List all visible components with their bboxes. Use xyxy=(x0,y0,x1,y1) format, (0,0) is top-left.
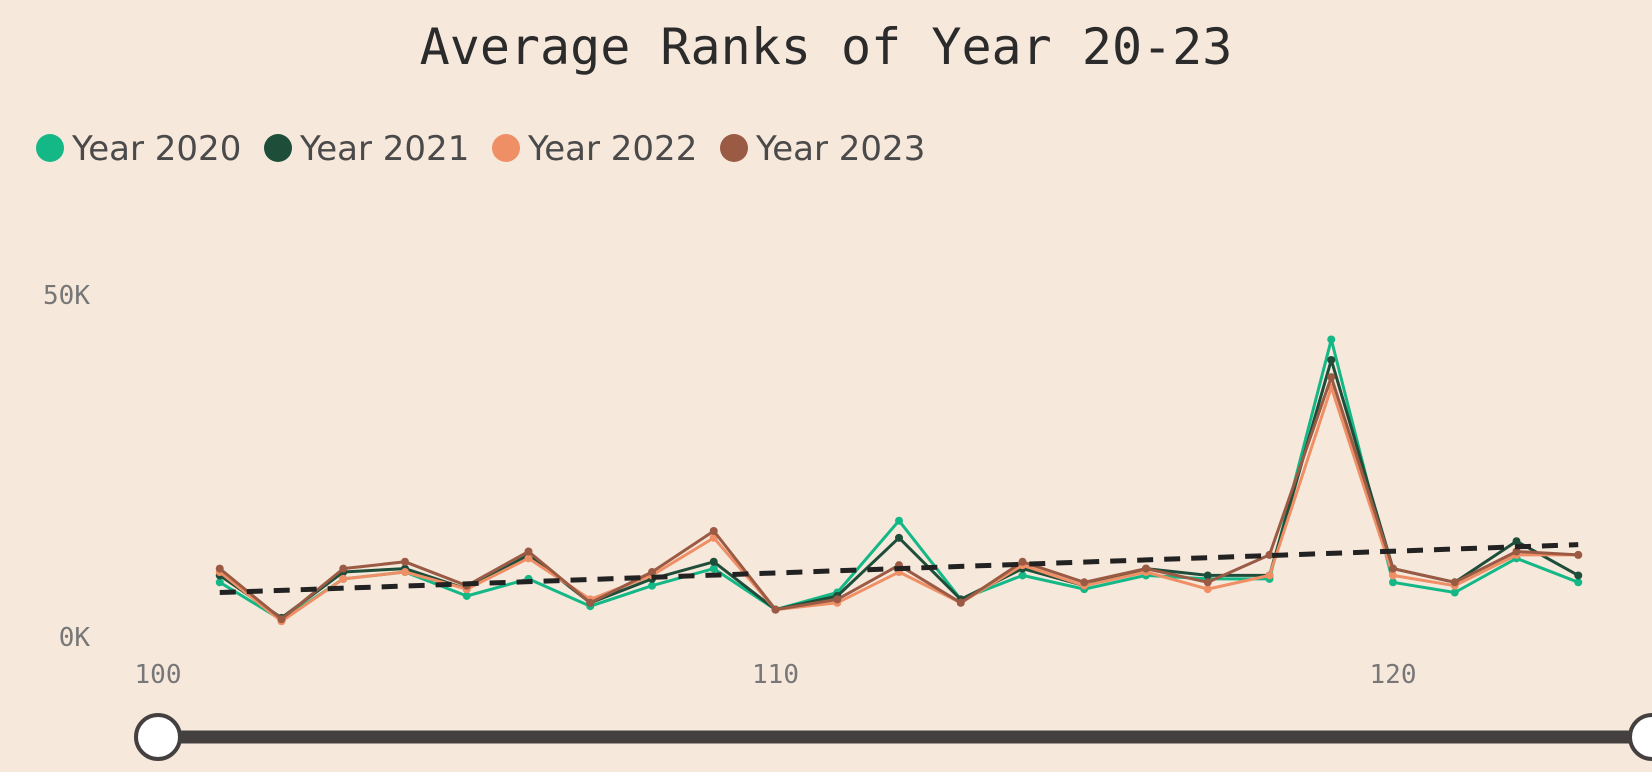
series-1 xyxy=(215,355,1583,622)
data-point xyxy=(1327,373,1336,382)
data-point xyxy=(1450,578,1459,587)
data-point xyxy=(1203,571,1212,580)
data-point xyxy=(1574,578,1583,587)
data-point xyxy=(709,526,718,535)
series-lines xyxy=(215,335,1583,626)
data-point xyxy=(586,598,595,607)
legend-marker-2[interactable] xyxy=(492,134,520,162)
data-point xyxy=(895,516,903,525)
series-0 xyxy=(215,335,1583,624)
data-point xyxy=(1512,547,1521,556)
data-point xyxy=(339,564,348,573)
data-point xyxy=(1203,585,1212,594)
data-point xyxy=(648,581,656,590)
data-point xyxy=(1389,571,1397,580)
data-point xyxy=(1450,588,1459,597)
data-point xyxy=(1574,571,1583,580)
data-point xyxy=(895,533,903,542)
data-point xyxy=(648,568,656,577)
data-point xyxy=(833,595,842,604)
x-tick-label: 100 xyxy=(135,660,182,690)
data-point xyxy=(1265,571,1274,580)
legend-marker-1[interactable] xyxy=(264,134,292,162)
data-point xyxy=(1142,564,1150,573)
legend[interactable]: Year 2020 Year 2021 Year 2022 Year 2023 xyxy=(36,129,925,169)
data-point xyxy=(1327,355,1336,364)
legend-label-1[interactable]: Year 2021 xyxy=(299,129,469,169)
data-point xyxy=(277,615,286,624)
data-point xyxy=(709,557,718,566)
trendline xyxy=(219,542,1579,596)
data-point xyxy=(462,591,471,600)
legend-marker-3[interactable] xyxy=(720,134,748,162)
range-slider[interactable] xyxy=(134,713,1652,761)
data-point xyxy=(524,554,533,563)
slider-handle-right[interactable] xyxy=(1628,713,1652,761)
series-3 xyxy=(215,373,1583,624)
data-point xyxy=(339,574,348,583)
x-tick-label: 110 xyxy=(752,660,799,690)
data-point xyxy=(771,605,780,614)
chart-title: Average Ranks of Year 20-23 xyxy=(420,18,1233,76)
x-tick-label: 120 xyxy=(1370,660,1417,690)
y-axis: 0K 50K xyxy=(43,281,90,653)
data-point xyxy=(1265,550,1274,559)
data-point xyxy=(1018,557,1027,566)
legend-label-2[interactable]: Year 2022 xyxy=(527,129,697,169)
data-point xyxy=(1203,578,1212,587)
slider-handle-left[interactable] xyxy=(134,713,182,761)
data-point xyxy=(956,598,965,607)
legend-label-0[interactable]: Year 2020 xyxy=(71,129,241,169)
legend-marker-0[interactable] xyxy=(36,134,64,162)
data-point xyxy=(1018,571,1027,580)
data-point xyxy=(1389,578,1397,587)
data-point xyxy=(524,547,533,556)
legend-label-3[interactable]: Year 2023 xyxy=(755,129,925,169)
data-point xyxy=(1574,550,1583,559)
data-point xyxy=(1512,537,1521,546)
data-point xyxy=(1389,564,1397,573)
series-2 xyxy=(215,383,1583,626)
x-axis: 100 110 120 xyxy=(135,660,1417,690)
data-point xyxy=(709,564,718,573)
data-point xyxy=(215,564,224,573)
trendline-layer xyxy=(219,542,1579,596)
y-tick-label: 0K xyxy=(59,623,91,653)
data-point xyxy=(401,568,409,577)
data-point xyxy=(1080,578,1089,587)
data-point xyxy=(1327,335,1336,344)
y-tick-label: 50K xyxy=(43,281,90,311)
data-point xyxy=(215,578,224,587)
data-point xyxy=(401,557,409,566)
